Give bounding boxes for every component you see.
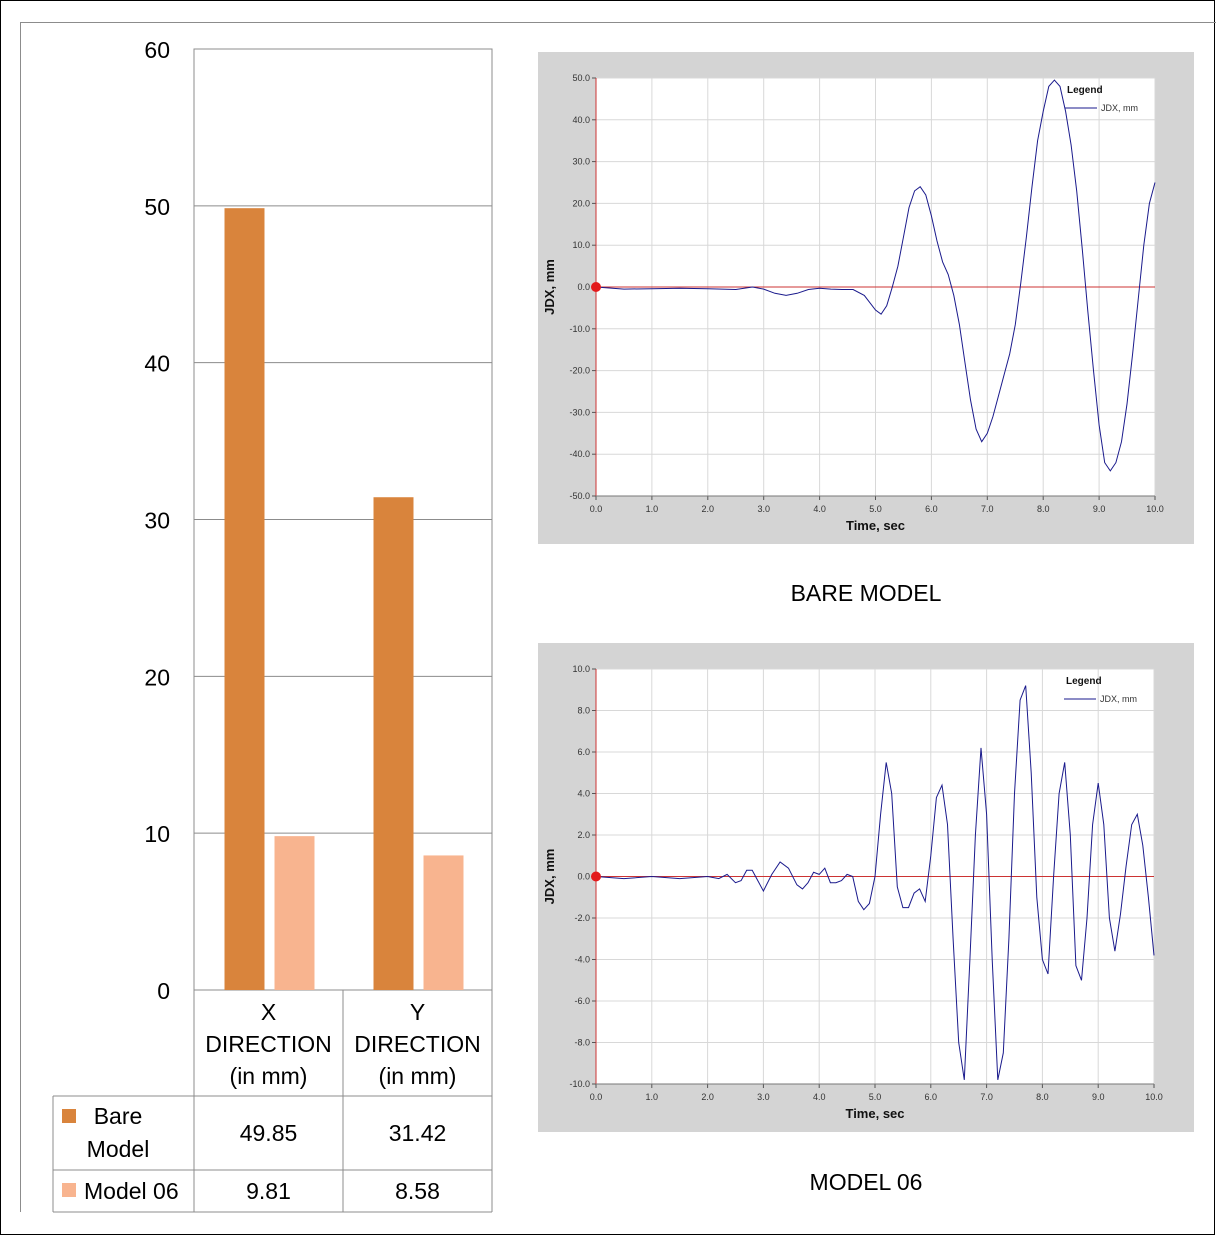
y-tick-label: 50 [144, 194, 170, 220]
y-tick-label: -2.0 [574, 913, 590, 923]
category-label: Y [410, 999, 425, 1025]
y-tick-label: 0 [157, 978, 170, 1004]
y-tick-label: 0.0 [577, 282, 590, 292]
origin-marker [591, 871, 601, 882]
y-tick-label: 10.0 [572, 240, 590, 250]
bar-bare-model-y [373, 497, 414, 990]
legend-title: Legend [1067, 85, 1103, 96]
y-tick-label: 60 [144, 37, 170, 63]
y-tick-label: 50.0 [572, 73, 590, 83]
category-label: X [261, 999, 276, 1025]
y-tick-label: 4.0 [577, 789, 590, 799]
series-line-jdx [595, 685, 1155, 1080]
x-tick-label: 9.0 [1092, 1092, 1105, 1102]
bare-model-caption: BARE MODEL [790, 580, 942, 606]
origin-marker [591, 282, 601, 292]
series-line-jdx [595, 79, 1156, 472]
y-tick-label: -10.0 [569, 324, 590, 334]
y-tick-label: 20 [144, 664, 170, 690]
x-tick-label: 4.0 [813, 1092, 826, 1102]
bar-model-06-y [423, 855, 464, 990]
y-tick-label: -20.0 [569, 366, 590, 376]
y-tick-label: -6.0 [574, 996, 590, 1006]
legend-swatch-bare-model [62, 1109, 76, 1123]
x-tick-label: 3.0 [757, 1092, 770, 1102]
legend-entry: JDX, mm [1101, 103, 1138, 113]
y-tick-label: 10.0 [572, 664, 590, 674]
x-tick-label: 6.0 [925, 504, 938, 514]
y-axis-label: JDX, mm [542, 259, 557, 315]
table-value-model-06: 8.58 [395, 1178, 440, 1204]
y-tick-label: 10 [144, 821, 170, 847]
bar-model-06-x [274, 836, 315, 990]
table-value-model-06: 9.81 [246, 1178, 291, 1204]
x-tick-label: 0.0 [590, 1092, 603, 1102]
x-axis-label: Time, sec [845, 1106, 904, 1121]
y-tick-label: 8.0 [577, 706, 590, 716]
y-tick-label: -30.0 [569, 407, 590, 417]
legend-title: Legend [1066, 676, 1102, 687]
figure-inner-border [20, 22, 1216, 1212]
y-tick-label: -8.0 [574, 1038, 590, 1048]
x-tick-label: 5.0 [869, 504, 882, 514]
x-tick-label: 1.0 [646, 1092, 659, 1102]
table-value-bare-model: 49.85 [240, 1120, 298, 1146]
category-label: DIRECTION [354, 1031, 481, 1057]
y-tick-label: 40 [144, 351, 170, 377]
legend-label-bare-model: Model [87, 1136, 150, 1162]
bar-bare-model-x [224, 208, 265, 990]
y-tick-label: -50.0 [569, 491, 590, 501]
x-tick-label: 2.0 [702, 504, 715, 514]
x-tick-label: 4.0 [813, 504, 826, 514]
y-tick-label: 40.0 [572, 115, 590, 125]
y-tick-label: 0.0 [577, 872, 590, 882]
x-axis-label: Time, sec [846, 518, 905, 533]
x-tick-label: 10.0 [1146, 504, 1164, 514]
x-tick-label: 10.0 [1145, 1092, 1163, 1102]
x-tick-label: 8.0 [1036, 1092, 1049, 1102]
y-tick-label: -40.0 [569, 449, 590, 459]
model-06-caption: MODEL 06 [809, 1169, 923, 1195]
y-tick-label: 2.0 [577, 830, 590, 840]
x-tick-label: 7.0 [980, 1092, 993, 1102]
category-label: DIRECTION [205, 1031, 332, 1057]
bare-model-line-chart: 0.0 1.0 2.0 3.0 4.0 5.0 6.0 7.0 8.0 9.0 10.0 50.0 40… [538, 52, 1194, 544]
y-tick-label: -4.0 [574, 955, 590, 965]
x-tick-label: 3.0 [757, 504, 770, 514]
legend-swatch-model-06 [62, 1183, 76, 1197]
x-tick-label: 6.0 [925, 1092, 938, 1102]
legend-entry: JDX, mm [1100, 694, 1137, 704]
y-axis-label: JDX, mm [542, 849, 557, 905]
y-tick-label: 30.0 [572, 157, 590, 167]
legend-label-model-06: Model 06 [84, 1178, 179, 1204]
y-tick-label: 20.0 [572, 198, 590, 208]
y-tick-label: 6.0 [577, 747, 590, 757]
y-tick-label: 30 [144, 508, 170, 534]
x-tick-label: 9.0 [1093, 504, 1106, 514]
x-tick-label: 7.0 [981, 504, 994, 514]
x-tick-label: 5.0 [869, 1092, 882, 1102]
x-tick-label: 8.0 [1037, 504, 1050, 514]
table-value-bare-model: 31.42 [389, 1120, 447, 1146]
x-tick-label: 0.0 [590, 504, 603, 514]
x-tick-label: 1.0 [646, 504, 659, 514]
x-tick-label: 2.0 [701, 1092, 714, 1102]
legend-label-bare-model: Bare [94, 1103, 143, 1129]
model-06-line-chart: 0.0 1.0 2.0 3.0 4.0 5.0 6.0 7.0 8.0 9.0 10.0 10.0 8.… [538, 643, 1194, 1132]
category-label: (in mm) [230, 1063, 308, 1089]
y-tick-label: -10.0 [569, 1079, 590, 1089]
category-label: (in mm) [379, 1063, 457, 1089]
